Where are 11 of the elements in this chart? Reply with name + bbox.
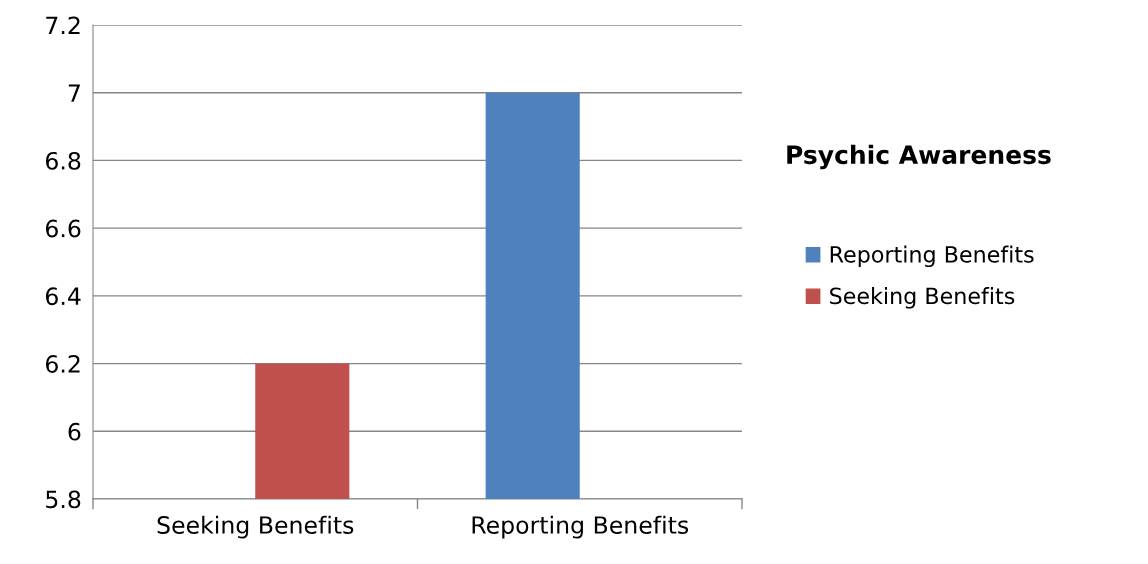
y-tick-label: 5.8 — [46, 490, 81, 509]
text: Psychic Awareness — [787, 144, 1051, 170]
legend-label: Reporting Benefits — [830, 245, 1034, 268]
legend-label: Seeking Benefits — [830, 287, 1015, 309]
y-tick-label: 6 — [68, 422, 81, 441]
y-tick-label: 6.2 — [45, 355, 80, 373]
y-tick-label: 6.4 — [45, 287, 81, 306]
y-tick-label: 6.6 — [45, 219, 81, 238]
y-tick-label: 7.2 — [46, 16, 80, 34]
y-tick-label: 7 — [68, 84, 80, 102]
y-tick-label: 6.8 — [45, 151, 81, 170]
